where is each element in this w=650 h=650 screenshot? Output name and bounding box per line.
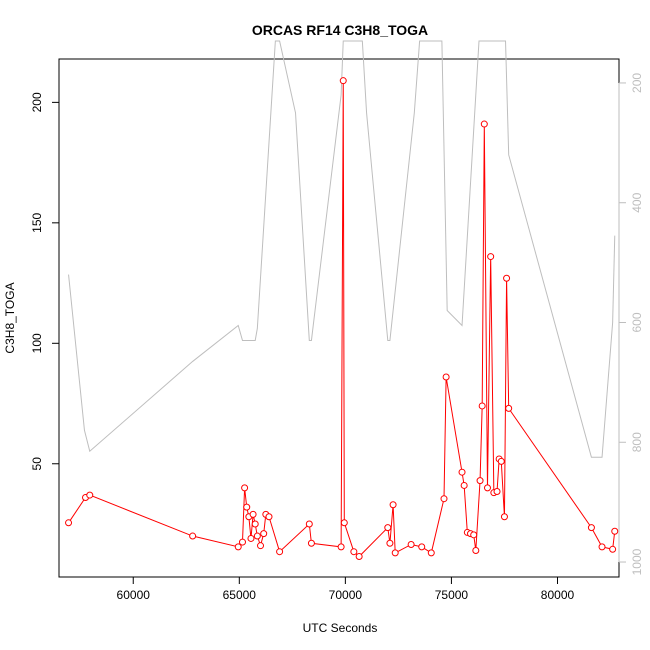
y2-tick-label: 400 xyxy=(630,192,644,212)
data-point xyxy=(350,548,358,556)
x-tick-label: 80000 xyxy=(541,588,575,602)
data-point xyxy=(86,491,94,499)
data-point xyxy=(243,503,251,511)
data-point xyxy=(389,501,397,509)
y-tick-label: 200 xyxy=(30,92,44,112)
y2-tick-label: 800 xyxy=(630,432,644,452)
data-point xyxy=(247,534,255,542)
y-tick-label: 150 xyxy=(30,213,44,233)
data-point xyxy=(476,477,484,485)
y-tick-label: 50 xyxy=(30,457,44,471)
data-point xyxy=(251,520,259,528)
data-point xyxy=(340,519,348,527)
data-point xyxy=(65,519,73,527)
data-point xyxy=(472,546,480,554)
data-point xyxy=(189,532,197,540)
primary-series-line xyxy=(68,80,616,558)
data-point xyxy=(598,543,606,551)
data-point xyxy=(470,531,478,539)
y-axis-label: C3H8_TOGA xyxy=(3,282,17,353)
data-point xyxy=(384,524,392,532)
x-axis: 60000 65000 70000 75000 80000 xyxy=(117,576,575,602)
data-point xyxy=(260,530,268,538)
x-tick-label: 65000 xyxy=(223,588,257,602)
data-point xyxy=(355,553,363,561)
data-point xyxy=(238,538,246,546)
y2-tick-label: 200 xyxy=(630,73,644,93)
data-point xyxy=(253,532,261,540)
x-tick-label: 70000 xyxy=(329,588,363,602)
data-point xyxy=(611,527,619,535)
secondary-series-line xyxy=(68,40,616,458)
data-point xyxy=(497,457,505,465)
data-point xyxy=(587,524,595,532)
data-point xyxy=(249,510,257,518)
data-point xyxy=(265,513,273,521)
data-point xyxy=(391,549,399,557)
x-axis-label: UTC Seconds xyxy=(303,621,378,635)
data-point xyxy=(478,402,486,410)
data-point xyxy=(305,520,313,528)
plot-area-frame xyxy=(58,58,620,578)
data-point xyxy=(483,484,491,492)
y-tick-label: 100 xyxy=(30,333,44,353)
data-point xyxy=(505,404,513,412)
data-point xyxy=(487,253,495,261)
y-axis-left: 50 100 150 200 xyxy=(30,92,60,471)
data-point xyxy=(276,548,284,556)
data-point xyxy=(503,274,511,282)
x-tick-label: 75000 xyxy=(435,588,469,602)
y2-tick-label: 600 xyxy=(630,312,644,332)
data-point xyxy=(407,540,415,548)
data-point xyxy=(234,543,242,551)
data-point xyxy=(480,120,488,128)
data-point xyxy=(307,539,315,547)
data-point xyxy=(460,481,468,489)
data-point xyxy=(609,545,617,553)
data-point xyxy=(493,487,501,495)
y-axis-right: 200 400 600 800 1000 xyxy=(618,73,644,575)
data-point xyxy=(339,77,347,85)
data-point xyxy=(257,542,265,550)
data-point xyxy=(500,513,508,521)
y2-tick-label: 1000 xyxy=(630,548,644,575)
data-point xyxy=(241,484,249,492)
data-point xyxy=(440,495,448,503)
x-tick-label: 60000 xyxy=(117,588,151,602)
data-point xyxy=(386,539,394,547)
data-point xyxy=(337,543,345,551)
series-layer xyxy=(65,40,619,561)
data-point xyxy=(418,543,426,551)
data-point xyxy=(427,549,435,557)
data-point xyxy=(442,373,450,381)
data-point xyxy=(458,468,466,476)
chart-title: ORCAS RF14 C3H8_TOGA xyxy=(252,22,428,38)
